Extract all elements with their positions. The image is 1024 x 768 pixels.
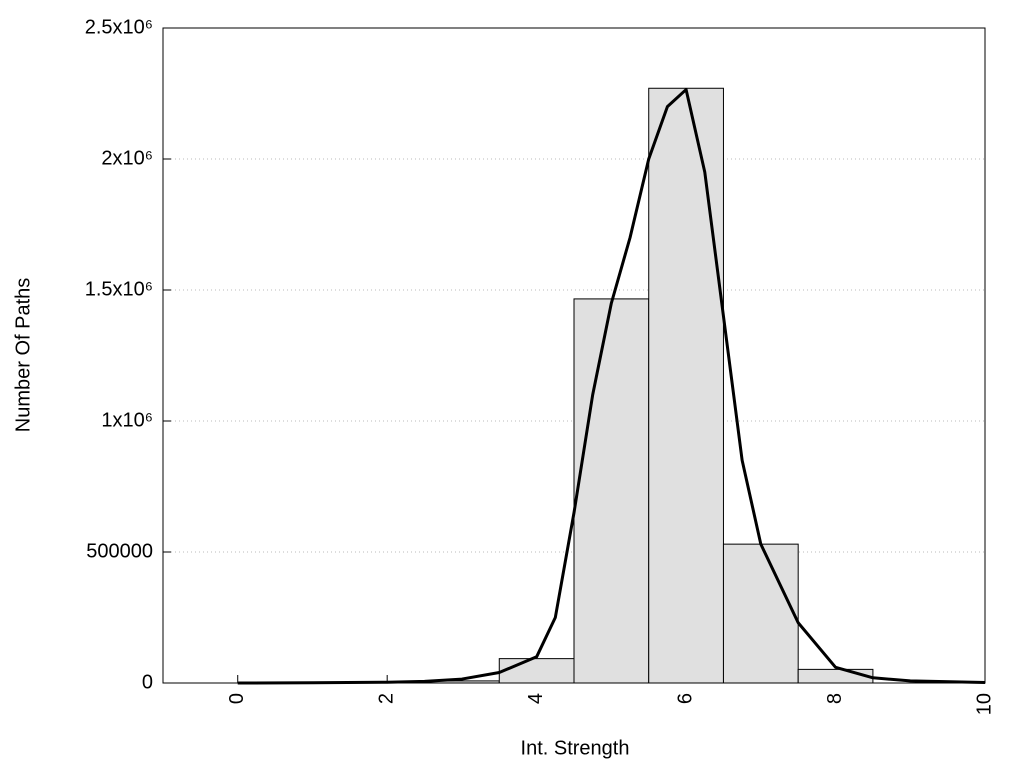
y-tick-label: 1.5x10⁶ <box>85 278 153 300</box>
y-tick-label: 0 <box>142 671 153 693</box>
y-tick-label: 2.5x10⁶ <box>85 16 153 38</box>
y-tick-label: 500000 <box>86 540 153 562</box>
x-tick-label: 6 <box>674 693 696 704</box>
x-tick-label: 0 <box>226 693 248 704</box>
x-axis-label: Int. Strength <box>521 737 630 759</box>
bar <box>573 298 650 684</box>
bar <box>722 543 799 684</box>
x-tick-label: 4 <box>525 693 547 704</box>
y-tick-label: 1x10⁶ <box>101 409 153 431</box>
bar <box>648 87 724 684</box>
y-tick-label: 2x10⁶ <box>101 147 153 169</box>
x-tick-label: 10 <box>973 693 995 715</box>
fit-curve <box>237 88 986 685</box>
x-tick-label: 8 <box>824 693 846 704</box>
x-tick-label: 2 <box>375 693 397 704</box>
y-axis-label: Number Of Paths <box>12 278 34 433</box>
plot-frame <box>162 27 986 684</box>
bar <box>797 668 874 684</box>
bar <box>498 658 575 684</box>
